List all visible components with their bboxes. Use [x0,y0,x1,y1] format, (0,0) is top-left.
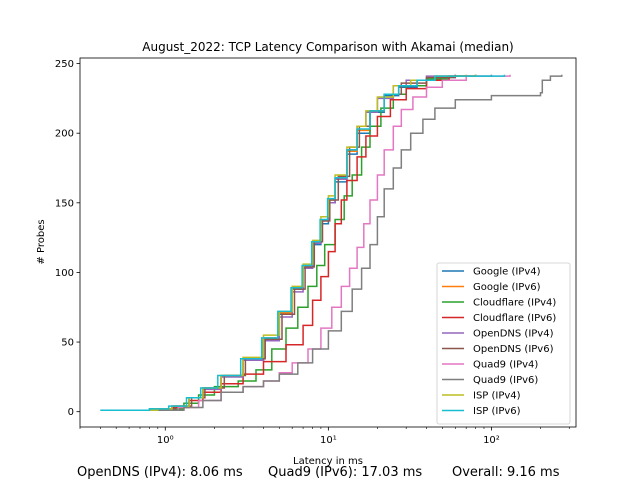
legend-label: Google (IPv6) [473,282,541,293]
y-tick-label: 0 [68,407,74,418]
stat-overall: Overall: 9.16 ms [452,465,560,480]
series-line-0 [100,74,493,412]
y-tick-label: 100 [55,268,74,279]
stat-opendns-ipv4: OpenDNS (IPv4): 8.06 ms [77,465,243,480]
legend-label: ISP (IPv4) [473,391,521,402]
x-axis-label: Latency in ms [293,456,363,467]
legend-label: Google (IPv4) [473,267,541,278]
y-axis-label: # Probes [36,219,47,264]
stat-quad9-ipv6: Quad9 (IPv6): 17.03 ms [268,465,423,480]
y-tick-label: 150 [55,198,74,209]
legend-label: ISP (IPv6) [473,406,521,417]
x-tick-label: 10² [483,435,500,446]
y-tick-label: 50 [61,338,74,349]
x-tick-label: 10¹ [320,435,337,446]
legend-label: Cloudflare (IPv6) [473,313,556,324]
y-axis: 0 50 100 150 200 250 [55,59,80,418]
series-line-7 [157,74,563,412]
legend: Google (IPv4) Google (IPv6) Cloudflare (IP… [436,262,571,425]
chart-title: August_2022: TCP Latency Comparison with… [142,40,513,54]
y-tick-label: 200 [55,129,74,140]
legend-label: OpenDNS (IPv4) [473,329,554,340]
x-tick-label: 10⁰ [157,435,174,446]
legend-label: Quad9 (IPv6) [473,375,538,386]
legend-box [436,262,571,425]
series-line-8 [116,74,477,412]
y-tick-label: 250 [55,59,74,70]
legend-label: Cloudflare (IPv4) [473,298,556,309]
legend-label: OpenDNS (IPv6) [473,344,554,355]
series-line-9 [100,74,506,412]
x-axis: 10⁰ 10¹ 10² [79,427,570,446]
plot-area [100,74,563,412]
legend-label: Quad9 (IPv4) [473,360,538,371]
series-line-1 [108,74,467,412]
